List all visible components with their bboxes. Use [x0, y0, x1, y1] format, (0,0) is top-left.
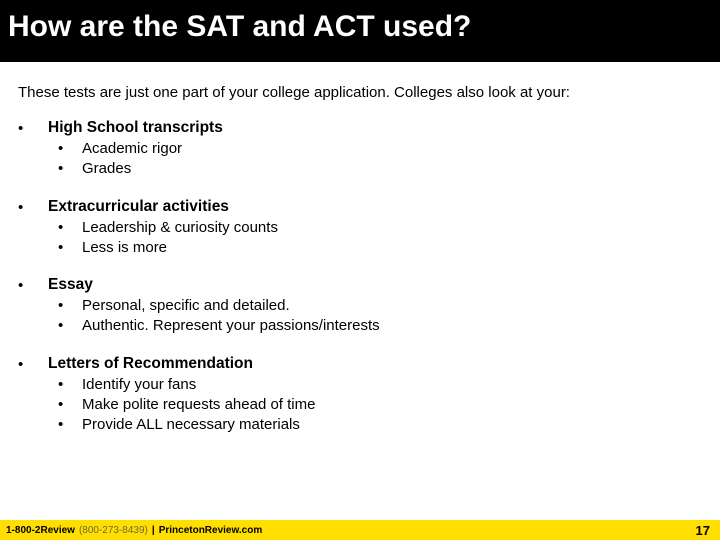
item-body: High School transcripts •Academic rigor•G…: [48, 119, 702, 180]
list-item: •High School transcripts•Academic rigor•…: [18, 119, 702, 180]
page-number: 17: [696, 523, 710, 538]
sub-list: •Identify your fans•Make polite requests…: [58, 375, 702, 436]
item-heading: Extracurricular activities: [48, 198, 702, 216]
main-list: •High School transcripts•Academic rigor•…: [18, 119, 702, 435]
bullet-icon: •: [18, 355, 48, 373]
bullet-icon: •: [58, 415, 82, 435]
sub-item: •Authentic. Represent your passions/inte…: [58, 316, 702, 336]
item-heading: Letters of Recommendation: [48, 355, 702, 373]
footer-left: 1-800-2Review (800-273-8439) | Princeton…: [6, 525, 262, 536]
slide-title: How are the SAT and ACT used?: [8, 10, 712, 44]
bullet-icon: •: [58, 316, 82, 336]
bullet-icon: •: [18, 276, 48, 294]
sub-item-text: Provide ALL necessary materials: [82, 415, 300, 435]
bullet-icon: •: [58, 296, 82, 316]
bullet-icon: •: [58, 218, 82, 238]
bullet-icon: •: [58, 139, 82, 159]
sub-list: •Academic rigor•Grades: [58, 139, 702, 180]
bullet-icon: •: [58, 238, 82, 258]
footer-brand: 1-800-2Review: [6, 525, 75, 536]
bullet-icon: •: [18, 198, 48, 216]
footer-separator: |: [152, 525, 155, 536]
bullet-icon: •: [58, 395, 82, 415]
item-body: Extracurricular activities •Leadership & …: [48, 198, 702, 259]
footer-phone: (800-273-8439): [79, 525, 148, 536]
bullet-icon: •: [58, 159, 82, 179]
sub-item-text: Leadership & curiosity counts: [82, 218, 278, 238]
list-item: •Letters of Recommendation•Identify your…: [18, 355, 702, 436]
intro-text: These tests are just one part of your co…: [18, 84, 702, 101]
footer-site: PrincetonReview.com: [159, 525, 263, 536]
item-heading: High School transcripts: [48, 119, 702, 137]
content-area: These tests are just one part of your co…: [0, 62, 720, 435]
sub-item: •Less is more: [58, 238, 702, 258]
list-item: •Extracurricular activities•Leadership &…: [18, 198, 702, 259]
sub-item: •Leadership & curiosity counts: [58, 218, 702, 238]
bullet-icon: •: [18, 119, 48, 137]
sub-item-text: Grades: [82, 159, 131, 179]
list-item: •Essay•Personal, specific and detailed.•…: [18, 276, 702, 337]
sub-item: •Academic rigor: [58, 139, 702, 159]
sub-item-text: Authentic. Represent your passions/inter…: [82, 316, 380, 336]
sub-item-text: Make polite requests ahead of time: [82, 395, 315, 415]
item-body: Essay •Personal, specific and detailed.•A…: [48, 276, 702, 337]
sub-item: •Identify your fans: [58, 375, 702, 395]
footer-bar: 1-800-2Review (800-273-8439) | Princeton…: [0, 520, 720, 540]
sub-item-text: Personal, specific and detailed.: [82, 296, 290, 316]
sub-item: •Grades: [58, 159, 702, 179]
item-heading: Essay: [48, 276, 702, 294]
sub-list: •Leadership & curiosity counts•Less is m…: [58, 218, 702, 259]
sub-item: •Make polite requests ahead of time: [58, 395, 702, 415]
sub-item-text: Identify your fans: [82, 375, 196, 395]
sub-list: •Personal, specific and detailed.•Authen…: [58, 296, 702, 337]
title-bar: How are the SAT and ACT used?: [0, 0, 720, 62]
sub-item: •Personal, specific and detailed.: [58, 296, 702, 316]
sub-item: •Provide ALL necessary materials: [58, 415, 702, 435]
item-body: Letters of Recommendation •Identify your …: [48, 355, 702, 436]
sub-item-text: Less is more: [82, 238, 167, 258]
bullet-icon: •: [58, 375, 82, 395]
sub-item-text: Academic rigor: [82, 139, 182, 159]
